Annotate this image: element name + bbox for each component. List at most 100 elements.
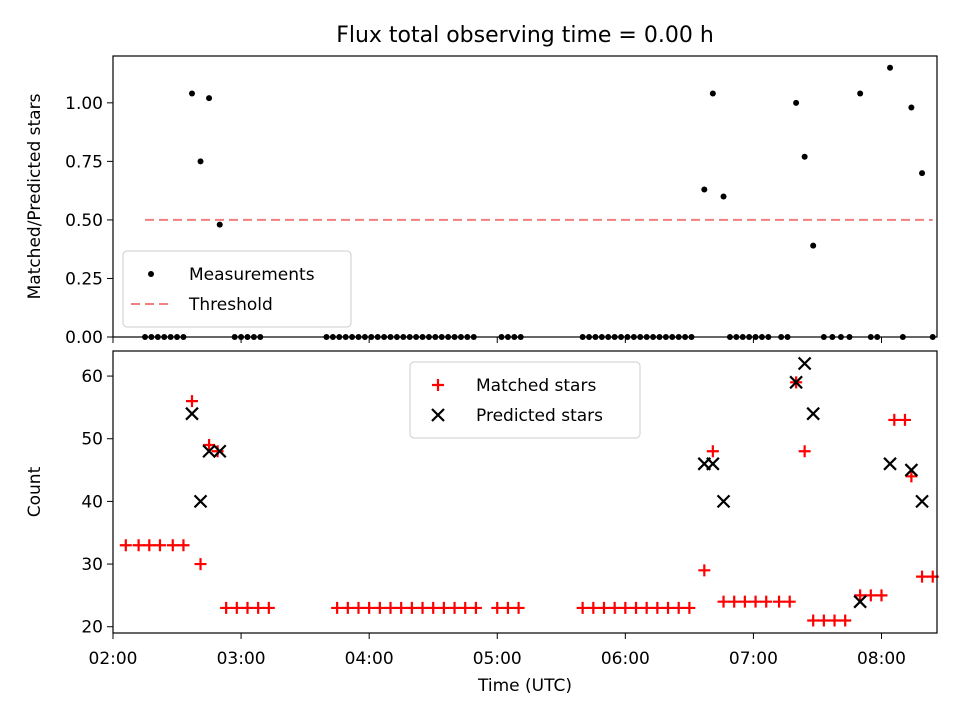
matched-stars-point xyxy=(459,601,472,614)
matched-stars-point xyxy=(132,539,145,552)
predicted-stars-point xyxy=(716,494,731,509)
count-legend-box xyxy=(409,361,641,439)
matched-stars-point xyxy=(194,558,207,571)
count-xtick-label: 04:00 xyxy=(345,649,394,669)
ratio-frame xyxy=(112,55,938,338)
measurements-point xyxy=(887,64,894,71)
matched-stars-point xyxy=(738,595,751,608)
matched-stars-point xyxy=(888,413,901,426)
ratio-legend-box xyxy=(122,250,352,328)
matched-stars-point xyxy=(587,601,600,614)
matched-stars-point xyxy=(185,395,198,408)
predicted-stars-point xyxy=(789,375,803,390)
ratio-ytick-label: 0.00 xyxy=(65,328,103,348)
matched-stars-point xyxy=(119,539,132,552)
measurements-legend-swatch xyxy=(148,271,154,277)
matched-stars-point xyxy=(427,601,440,614)
matched-stars-point xyxy=(864,589,877,602)
matched-stars-point xyxy=(597,601,610,614)
matched-stars-point xyxy=(177,539,190,552)
measurements-point xyxy=(908,104,915,111)
matched-stars-point xyxy=(630,601,643,614)
predicted-stars-point xyxy=(212,444,227,459)
matched-stars-point xyxy=(437,601,450,614)
matched-stars-point xyxy=(373,601,386,614)
matched-stars-point xyxy=(898,413,911,426)
count-xtick-label: 07:00 xyxy=(729,649,778,669)
predicted-stars-point xyxy=(185,406,199,421)
matched-stars-point xyxy=(241,601,254,614)
count-xtick-label: 03:00 xyxy=(217,649,266,669)
matched-stars-point xyxy=(405,601,418,614)
matched-stars-point xyxy=(807,614,820,627)
count-xtick-label: 08:00 xyxy=(857,649,906,669)
matched-stars-point xyxy=(341,601,354,614)
matched-stars-point xyxy=(728,595,741,608)
matched-stars-point xyxy=(262,601,275,614)
matched-stars-point xyxy=(798,445,811,458)
matched-stars-point xyxy=(331,601,344,614)
count-ytick-label: 40 xyxy=(81,492,103,512)
predicted-stars-point xyxy=(915,494,929,509)
matched-stars-point xyxy=(166,539,179,552)
matched-stars-point xyxy=(608,601,621,614)
matched-stars-point xyxy=(839,614,852,627)
matched-stars-point xyxy=(501,601,514,614)
count-ytick-label: 50 xyxy=(81,430,103,450)
matched-stars-point xyxy=(352,601,365,614)
matched-stars-point xyxy=(203,439,216,451)
matched-stars-point xyxy=(384,601,397,614)
matched-stars-point xyxy=(153,539,166,552)
measurements-point xyxy=(720,193,727,200)
ratio-ytick-label: 0.25 xyxy=(65,269,103,289)
count-xtick-label: 05:00 xyxy=(473,649,522,669)
count-ytick-label: 30 xyxy=(81,555,103,575)
predicted-stars-point xyxy=(797,356,812,371)
ratio-ytick-label: 1.00 xyxy=(65,94,103,114)
measurements-point xyxy=(793,99,800,106)
matched-stars-point xyxy=(875,589,888,602)
count-ytick-label: 60 xyxy=(81,367,103,387)
ratio-ylabel: Matched/Predicted stars xyxy=(25,93,45,299)
matched-stars-point xyxy=(143,539,156,552)
ratio-ytick-label: 0.50 xyxy=(65,211,103,231)
matched-stars-point xyxy=(395,601,408,614)
count-ytick-label: 20 xyxy=(81,618,103,638)
measurements-point xyxy=(197,158,204,165)
matched-stars-point xyxy=(491,601,504,614)
measurements-point xyxy=(801,153,808,160)
matched-stars-point xyxy=(817,614,830,627)
matched-stars-point xyxy=(363,601,376,614)
matched-stars-point xyxy=(916,570,929,583)
matched-stars-point xyxy=(576,601,589,614)
measurements-point xyxy=(701,186,708,193)
ratio-ytick-label: 0.75 xyxy=(65,152,103,172)
matched-stars-point xyxy=(717,595,730,608)
matched-stars-point xyxy=(698,564,711,577)
predicted-stars-point xyxy=(806,406,820,421)
count-frame xyxy=(112,350,938,634)
matched-stars-point xyxy=(828,614,841,627)
measurements-point xyxy=(206,95,213,102)
predicted-stars-point xyxy=(853,594,867,609)
matched-stars-point xyxy=(760,595,773,608)
matched-stars-point xyxy=(619,601,632,614)
matched-stars-point xyxy=(252,601,265,614)
matched-stars-point xyxy=(783,595,796,608)
matched-stars-point xyxy=(448,601,461,614)
measurements-legend-label: Measurements xyxy=(189,265,315,285)
matched-stars-legend-swatch xyxy=(432,379,444,391)
ratio-legend: Measurements Threshold xyxy=(122,250,352,328)
matched-stars-point xyxy=(416,601,429,614)
matched-stars-point xyxy=(749,595,762,608)
count-xtick-label: 06:00 xyxy=(601,649,650,669)
matched-stars-point xyxy=(469,601,482,614)
count-legend: Matched stars Predicted stars xyxy=(409,361,641,439)
matched-stars-point xyxy=(662,601,675,614)
matched-stars-point xyxy=(230,601,243,614)
predicted-stars-point xyxy=(883,457,897,471)
predicted-stars-point xyxy=(706,457,720,471)
matched-stars-point xyxy=(905,470,918,483)
ratio-panel: Matched/Predicted stars 0.00 0.25 0.50 0.75 1… xyxy=(25,55,938,348)
